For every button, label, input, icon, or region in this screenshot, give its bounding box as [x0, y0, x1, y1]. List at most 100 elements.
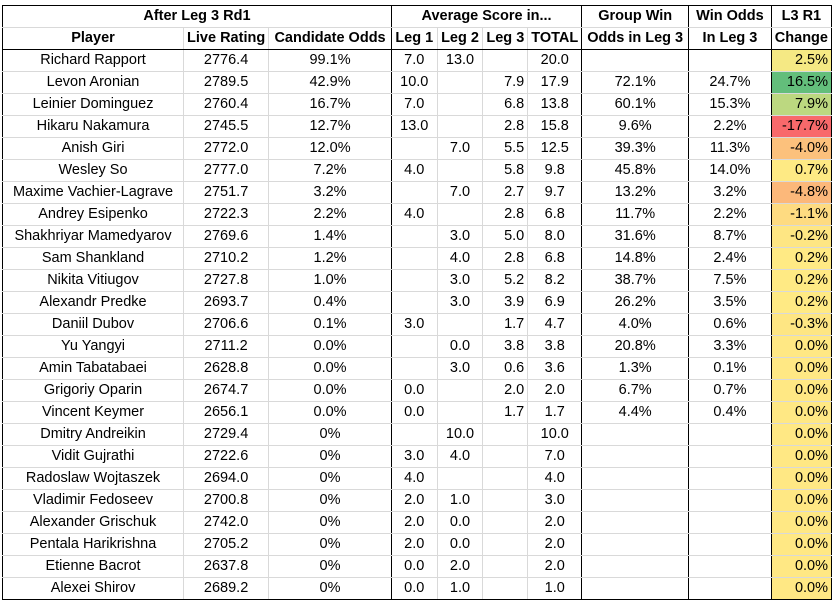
candidate-odds-cell[interactable]: 0.0% [268, 401, 392, 424]
group-win-cell[interactable] [581, 489, 690, 512]
leg2-cell[interactable]: 0.0 [436, 533, 484, 556]
total-cell[interactable]: 9.7 [527, 181, 583, 204]
group-win-cell[interactable]: 45.8% [581, 159, 690, 182]
win-odds-cell[interactable] [688, 423, 772, 446]
leg1-cell[interactable] [390, 181, 438, 204]
change-col-header[interactable]: Change [770, 27, 832, 50]
win-odds-cell[interactable] [688, 555, 772, 578]
win-odds-cell[interactable]: 3.2% [688, 181, 772, 204]
candidate-odds-cell[interactable]: 0.0% [268, 335, 392, 358]
leg2-cell[interactable]: 7.0 [436, 181, 484, 204]
leg2-cell[interactable]: 0.0 [436, 335, 484, 358]
candidate-odds-cell[interactable]: 0.0% [268, 357, 392, 380]
leg3-cell[interactable]: 2.7 [482, 181, 529, 204]
player-col-header[interactable]: Player [1, 27, 185, 50]
rating-cell[interactable]: 2751.7 [183, 181, 270, 204]
leg3-cell[interactable]: 3.9 [482, 291, 529, 314]
win-odds-cell[interactable] [688, 445, 772, 468]
group-win-cell[interactable]: 20.8% [581, 335, 690, 358]
leg2-cell[interactable]: 3.0 [436, 269, 484, 292]
leg2-cell[interactable]: 1.0 [436, 489, 484, 512]
leg1-cell[interactable]: 13.0 [390, 115, 438, 138]
group-win-cell[interactable]: 38.7% [581, 269, 690, 292]
player-cell[interactable]: Leinier Dominguez [1, 93, 185, 116]
leg3-cell[interactable]: 7.9 [482, 71, 529, 94]
leg1-cell[interactable]: 2.0 [390, 489, 438, 512]
player-cell[interactable]: Levon Aronian [1, 71, 185, 94]
candidate-odds-cell[interactable]: 42.9% [268, 71, 392, 94]
leg1-cell[interactable] [390, 291, 438, 314]
rating-cell[interactable]: 2745.5 [183, 115, 270, 138]
rating-cell[interactable]: 2742.0 [183, 511, 270, 534]
group-win-cell[interactable]: 1.3% [581, 357, 690, 380]
candidate-odds-cell[interactable]: 1.2% [268, 247, 392, 270]
leg1-cell[interactable]: 3.0 [390, 445, 438, 468]
leg3-cell[interactable]: 2.8 [482, 203, 529, 226]
leg3-cell[interactable] [482, 511, 529, 534]
candidate-odds-cell[interactable]: 12.0% [268, 137, 392, 160]
candidate-odds-cell[interactable]: 3.2% [268, 181, 392, 204]
total-cell[interactable]: 2.0 [527, 533, 583, 556]
group-win-cell[interactable] [581, 445, 690, 468]
rating-cell[interactable]: 2769.6 [183, 225, 270, 248]
win-odds-cell[interactable] [688, 467, 772, 490]
change-cell[interactable]: 0.0% [770, 401, 832, 424]
group-win-cell[interactable]: 6.7% [581, 379, 690, 402]
rating-cell[interactable]: 2772.0 [183, 137, 270, 160]
player-cell[interactable]: Pentala Harikrishna [1, 533, 185, 556]
change-cell[interactable]: -1.1% [770, 203, 832, 226]
leg3-cell[interactable] [482, 49, 529, 72]
leg1-cell[interactable]: 0.0 [390, 577, 438, 600]
player-cell[interactable]: Grigoriy Oparin [1, 379, 185, 402]
change-cell[interactable]: 0.0% [770, 445, 832, 468]
change-cell[interactable]: 0.0% [770, 511, 832, 534]
leg1-cell[interactable]: 0.0 [390, 379, 438, 402]
win-odds-cell[interactable]: 14.0% [688, 159, 772, 182]
win-odds-cell[interactable]: 3.5% [688, 291, 772, 314]
rating-cell[interactable]: 2776.4 [183, 49, 270, 72]
candidate-odds-cell[interactable]: 16.7% [268, 93, 392, 116]
leg3-cell[interactable] [482, 467, 529, 490]
win-odds-cell[interactable]: 15.3% [688, 93, 772, 116]
leg1-cell[interactable]: 4.0 [390, 203, 438, 226]
leg3-cell[interactable]: 2.8 [482, 247, 529, 270]
candidate-odds-cell[interactable]: 0% [268, 467, 392, 490]
leg2-cell[interactable] [436, 401, 484, 424]
win-odds-cell[interactable]: 3.3% [688, 335, 772, 358]
group-win-cell[interactable]: 72.1% [581, 71, 690, 94]
win-odds-cell[interactable]: 0.1% [688, 357, 772, 380]
change-cell[interactable]: 0.0% [770, 423, 832, 446]
rating-cell[interactable]: 2656.1 [183, 401, 270, 424]
total-cell[interactable]: 12.5 [527, 137, 583, 160]
player-cell[interactable]: Sam Shankland [1, 247, 185, 270]
win-odds-cell[interactable]: 24.7% [688, 71, 772, 94]
player-cell[interactable]: Nikita Vitiugov [1, 269, 185, 292]
player-cell[interactable]: Yu Yangyi [1, 335, 185, 358]
leg3-cell[interactable]: 1.7 [482, 313, 529, 336]
candidate-odds-cell[interactable]: 0% [268, 489, 392, 512]
player-cell[interactable]: Wesley So [1, 159, 185, 182]
leg1-cell[interactable]: 10.0 [390, 71, 438, 94]
candidate-odds-cell[interactable]: 0.4% [268, 291, 392, 314]
group-win-col-header[interactable]: Odds in Leg 3 [581, 27, 690, 50]
player-cell[interactable]: Vincent Keymer [1, 401, 185, 424]
rating-cell[interactable]: 2789.5 [183, 71, 270, 94]
group-win-cell[interactable]: 26.2% [581, 291, 690, 314]
leg3-cell[interactable]: 6.8 [482, 93, 529, 116]
win-odds-cell[interactable] [688, 511, 772, 534]
total-cell[interactable]: 8.2 [527, 269, 583, 292]
leg1-cell[interactable]: 0.0 [390, 401, 438, 424]
candidate-odds-cell[interactable]: 0% [268, 511, 392, 534]
group-win-cell[interactable] [581, 555, 690, 578]
leg1-cell[interactable]: 0.0 [390, 555, 438, 578]
leg3-col-header[interactable]: Leg 3 [482, 27, 529, 50]
leg2-cell[interactable]: 1.0 [436, 577, 484, 600]
total-cell[interactable]: 6.8 [527, 203, 583, 226]
rating-cell[interactable]: 2722.3 [183, 203, 270, 226]
change-cell[interactable]: 0.0% [770, 335, 832, 358]
player-cell[interactable]: Anish Giri [1, 137, 185, 160]
change-cell[interactable]: -17.7% [770, 115, 832, 138]
change-cell[interactable]: 0.0% [770, 357, 832, 380]
rating-cell[interactable]: 2689.2 [183, 577, 270, 600]
leg1-col-header[interactable]: Leg 1 [390, 27, 438, 50]
